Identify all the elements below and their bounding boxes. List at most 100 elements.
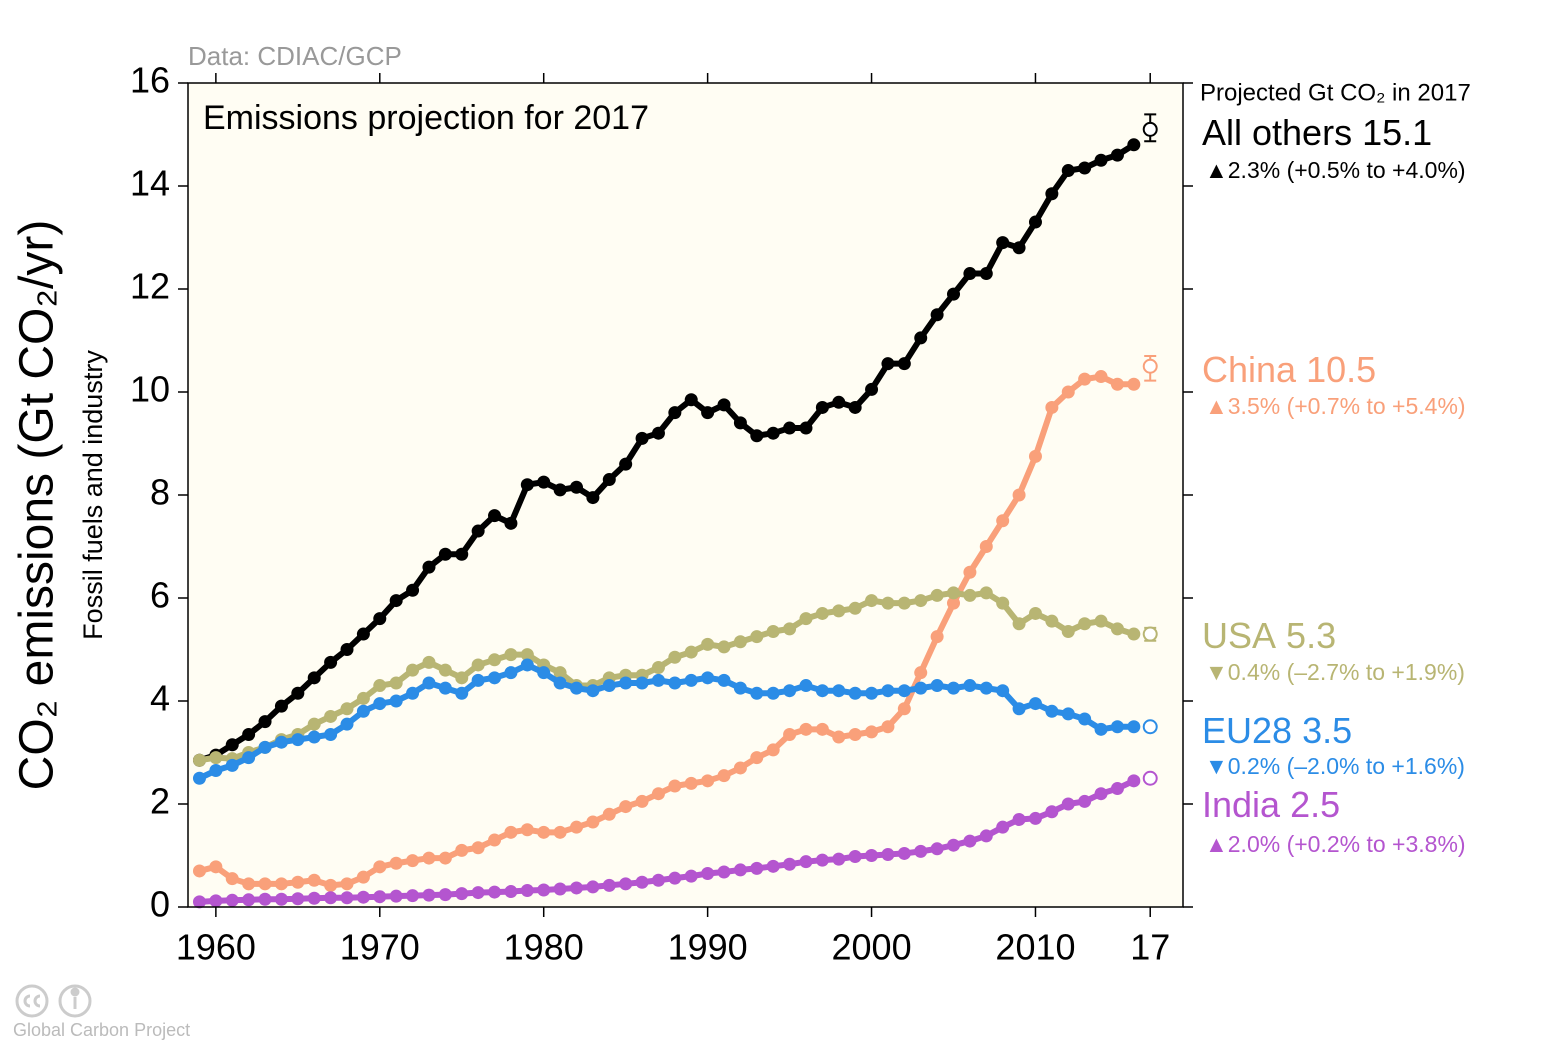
data-point: [684, 869, 698, 883]
data-point: [488, 653, 502, 667]
data-point: [684, 673, 698, 687]
series-name: USA: [1202, 615, 1276, 656]
projection-header: Projected Gt CO₂ in 2017: [1200, 79, 1471, 106]
data-point: [356, 627, 370, 641]
data-point: [668, 650, 682, 664]
data-point: [750, 630, 764, 644]
data-point: [750, 429, 764, 443]
data-point: [619, 676, 633, 690]
data-point: [389, 856, 403, 870]
series-line: [198, 142, 1136, 764]
data-point: [848, 400, 862, 414]
projection-value: 15.1: [1362, 112, 1432, 153]
data-point: [209, 764, 223, 778]
data-point: [569, 480, 583, 494]
data-point: [701, 671, 715, 685]
data-point: [1012, 617, 1026, 631]
data-point: [537, 825, 551, 839]
data-point: [996, 514, 1010, 528]
data-point: [947, 586, 961, 600]
data-point: [733, 681, 747, 695]
data-point: [848, 727, 862, 741]
series-gap: [1296, 349, 1306, 390]
data-point: [651, 426, 665, 440]
data-point: [553, 483, 567, 497]
data-point: [979, 681, 993, 695]
series-line: [199, 589, 1135, 764]
data-point: [455, 843, 469, 857]
data-point: [373, 697, 387, 711]
data-point: [225, 758, 239, 772]
data-point: [865, 686, 879, 700]
data-point: [258, 892, 272, 906]
data-point: [717, 398, 731, 412]
data-point: [832, 684, 846, 698]
data-point: [684, 776, 698, 790]
data-point: [406, 583, 420, 597]
data-point: [291, 875, 305, 889]
series-label: All others 15.1: [1202, 112, 1432, 153]
data-point: [1045, 614, 1059, 628]
data-point: [1127, 774, 1141, 788]
data-point: [455, 887, 469, 901]
x-tick-label: 2000: [832, 927, 912, 968]
series-name: China: [1202, 349, 1297, 390]
data-point: [569, 881, 583, 895]
projection-value: 10.5: [1306, 349, 1376, 390]
series-gap: [1352, 112, 1362, 153]
data-point: [963, 565, 977, 579]
data-point: [209, 751, 223, 765]
data-point: [947, 838, 961, 852]
data-point: [881, 596, 895, 610]
data-point: [455, 671, 469, 685]
data-point: [750, 861, 764, 875]
data-point: [815, 722, 829, 736]
data-point: [602, 473, 616, 487]
data-point: [324, 709, 338, 723]
data-point: [766, 686, 780, 700]
data-point: [979, 267, 993, 281]
series: China 10.5 ▲3.5% (+0.7% to +5.4%): [192, 349, 1466, 892]
projection-point: [1142, 626, 1158, 642]
data-point: [1028, 215, 1042, 229]
data-point: [750, 751, 764, 765]
series-line: [198, 661, 1134, 781]
data-point: [783, 421, 797, 435]
data-point: [373, 679, 387, 693]
data-point: [537, 666, 551, 680]
data-point: [996, 684, 1010, 698]
data-point: [865, 594, 879, 608]
data-point: [307, 873, 321, 887]
data-point: [356, 870, 370, 884]
data-point: [865, 849, 879, 862]
data-point: [815, 853, 829, 867]
data-point: [766, 743, 780, 757]
data-point: [455, 547, 469, 561]
data-point: [1045, 704, 1059, 718]
data-point: [1028, 449, 1042, 463]
data-point: [553, 825, 567, 839]
series-label: USA 5.3: [1202, 615, 1336, 656]
data-point: [274, 735, 288, 749]
data-point: [242, 751, 256, 765]
data-point: [881, 357, 895, 371]
data-point: [1078, 161, 1092, 175]
data-point: [619, 800, 633, 814]
data-point: [897, 846, 911, 860]
data-point: [963, 834, 977, 848]
data-point: [471, 658, 485, 672]
data-point: [1061, 385, 1075, 399]
cc-icon: [15, 984, 92, 1018]
data-point: [832, 604, 846, 618]
data-point: [373, 860, 387, 874]
data-point: [930, 630, 944, 644]
data-point: [389, 694, 403, 708]
data-point: [1012, 241, 1026, 255]
data-point: [520, 658, 534, 672]
data-point: [586, 815, 600, 829]
data-point: [520, 648, 534, 662]
series-label: EU28 3.5: [1202, 710, 1352, 751]
data-point: [569, 681, 583, 695]
data-point: [996, 820, 1010, 834]
data-point: [717, 640, 731, 654]
